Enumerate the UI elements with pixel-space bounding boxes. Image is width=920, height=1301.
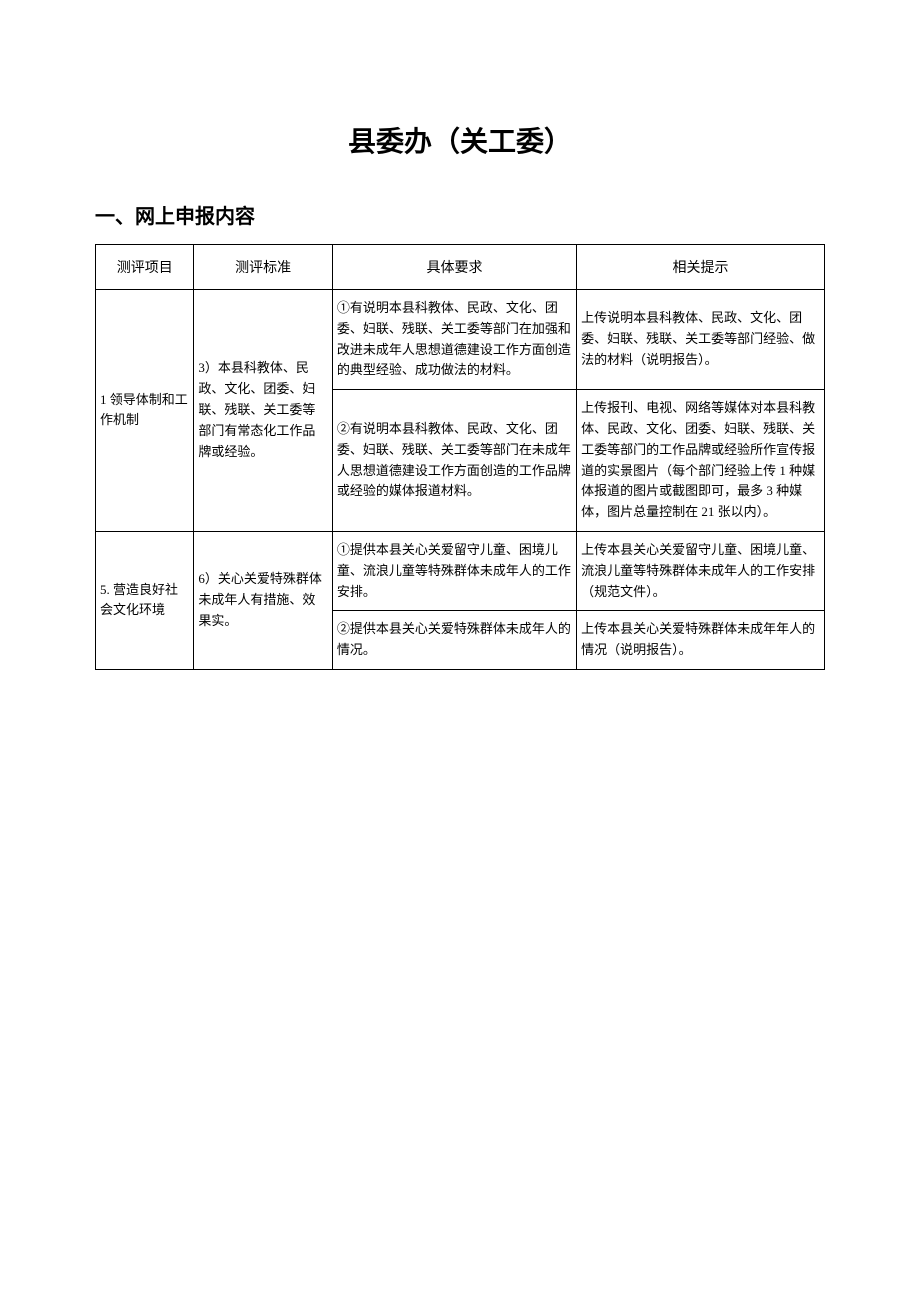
evaluation-table: 测评项目 测评标准 具体要求 相关提示 1 领导体制和工作机制 3）本县科教体、… <box>95 244 825 670</box>
cell-requirement: ①提供本县关心关爱留守儿童、困境儿童、流浪儿童等特殊群体未成年人的工作安排。 <box>332 531 576 610</box>
table-header-row: 测评项目 测评标准 具体要求 相关提示 <box>96 245 825 290</box>
header-project: 测评项目 <box>96 245 194 290</box>
table-row: 1 领导体制和工作机制 3）本县科教体、民政、文化、团委、妇联、残联、关工委等部… <box>96 290 825 390</box>
table-row: 5. 营造良好社会文化环境 6）关心关爱特殊群体未成年人有措施、效果实。 ①提供… <box>96 531 825 610</box>
cell-standard: 3）本县科教体、民政、文化、团委、妇联、残联、关工委等部门有常态化工作品牌或经验… <box>194 290 333 532</box>
header-requirement: 具体要求 <box>332 245 576 290</box>
cell-requirement: ②提供本县关心关爱特殊群体未成年人的情况。 <box>332 611 576 670</box>
section-heading: 一、网上申报内容 <box>95 200 825 229</box>
cell-requirement: ②有说明本县科教体、民政、文化、团委、妇联、残联、关工委等部门在未成年人思想道德… <box>332 390 576 532</box>
cell-hint: 上传报刊、电视、网络等媒体对本县科教体、民政、文化、团委、妇联、残联、关工委等部… <box>577 390 825 532</box>
cell-requirement: ①有说明本县科教体、民政、文化、团委、妇联、残联、关工委等部门在加强和改进未成年… <box>332 290 576 390</box>
header-hint: 相关提示 <box>577 245 825 290</box>
cell-standard: 6）关心关爱特殊群体未成年人有措施、效果实。 <box>194 531 333 669</box>
document-title: 县委办（关工委） <box>95 120 825 160</box>
cell-project: 1 领导体制和工作机制 <box>96 290 194 532</box>
cell-hint: 上传本县关心关爱留守儿童、困境儿童、流浪儿童等特殊群体未成年人的工作安排（规范文… <box>577 531 825 610</box>
cell-hint: 上传说明本县科教体、民政、文化、团委、妇联、残联、关工委等部门经验、做法的材料（… <box>577 290 825 390</box>
cell-project: 5. 营造良好社会文化环境 <box>96 531 194 669</box>
header-standard: 测评标准 <box>194 245 333 290</box>
cell-hint: 上传本县关心关爱特殊群体未成年年人的情况（说明报告）。 <box>577 611 825 670</box>
